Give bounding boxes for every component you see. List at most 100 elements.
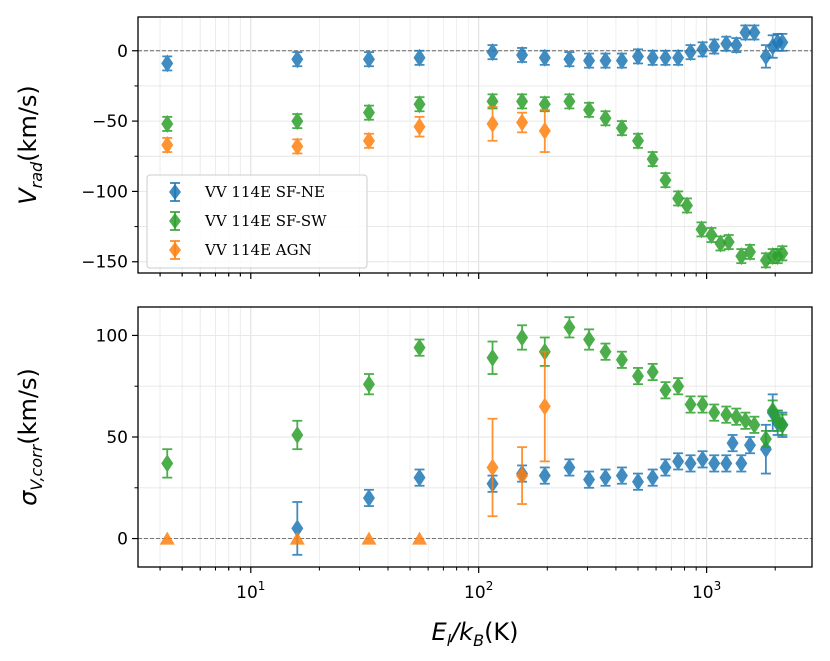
- bottom-point-sf-ne: [726, 434, 739, 453]
- diamond-marker: [486, 458, 499, 477]
- x-tick-exponent: 3: [714, 579, 722, 593]
- diamond-marker: [759, 430, 772, 449]
- bottom-point-sf-ne: [708, 454, 721, 473]
- diamond-marker: [720, 34, 733, 53]
- diamond-marker: [413, 117, 426, 136]
- diamond-marker: [516, 45, 529, 64]
- diamond-marker: [486, 43, 499, 62]
- diamond-marker: [776, 244, 789, 263]
- x-label-sub2: B: [473, 631, 484, 650]
- bottom-point-sf-ne: [646, 468, 659, 487]
- bottom-point-sf-ne: [362, 488, 375, 507]
- diamond-marker: [615, 350, 628, 369]
- diamond-marker: [743, 242, 756, 261]
- top-point-agn: [413, 115, 426, 138]
- bottom-point-sf-sw: [291, 419, 304, 451]
- bottom-upper-limit-agn: [361, 531, 377, 545]
- x-tick-exponent: 2: [486, 579, 494, 593]
- diamond-marker: [776, 415, 789, 434]
- top-point-sf-sw: [672, 189, 685, 208]
- diamond-marker: [599, 51, 612, 70]
- bottom-point-sf-ne: [672, 452, 685, 471]
- diamond-marker: [615, 51, 628, 70]
- legend-box: [146, 174, 368, 269]
- x-tick-base: 10: [692, 583, 714, 603]
- diamond-marker: [672, 377, 685, 396]
- bottom-point-sf-sw: [615, 350, 628, 369]
- bottom-point-sf-ne: [659, 458, 672, 477]
- diamond-marker: [730, 36, 743, 55]
- top-point-sf-sw: [516, 92, 529, 111]
- diamond-marker: [646, 48, 659, 67]
- top-point-sf-sw: [291, 112, 304, 131]
- bottom-point-sf-ne: [538, 466, 551, 485]
- top-point-sf-ne: [646, 48, 659, 67]
- diamond-marker: [696, 40, 709, 59]
- legend-entry-sf-sw: VV 114E SF-SW: [169, 211, 327, 231]
- bottom-point-sf-sw: [161, 448, 174, 479]
- top-point-sf-ne: [776, 32, 789, 52]
- diamond-marker: [486, 92, 499, 111]
- bottom-point-sf-ne: [413, 468, 426, 487]
- legend-entry-sf-ne: VV 114E SF-NE: [169, 182, 325, 202]
- diamond-marker: [563, 458, 576, 477]
- diamond-marker: [563, 50, 576, 69]
- diamond-marker: [563, 318, 576, 337]
- diamond-marker: [516, 328, 529, 347]
- diamond-marker: [705, 226, 718, 245]
- top-point-sf-sw: [659, 171, 672, 190]
- diamond-marker: [720, 454, 733, 473]
- bottom-point-sf-ne: [735, 454, 748, 473]
- bottom-upper-limit-agn: [412, 531, 428, 545]
- bottom-point-agn: [538, 350, 551, 463]
- triangle-marker: [159, 531, 175, 545]
- bottom-point-sf-ne: [684, 454, 697, 473]
- top-point-sf-ne: [659, 48, 672, 67]
- diamond-marker: [708, 454, 721, 473]
- diamond-marker: [486, 114, 499, 133]
- diamond-marker: [735, 454, 748, 473]
- diamond-marker: [730, 407, 743, 426]
- bottom-gridlines: [138, 307, 812, 567]
- top-point-sf-sw: [646, 150, 659, 169]
- diamond-marker: [615, 119, 628, 138]
- bottom-point-sf-sw: [632, 367, 645, 386]
- legend-diamond: [169, 184, 181, 200]
- x-tick-base: 10: [464, 583, 486, 603]
- top-point-sf-ne: [583, 51, 596, 70]
- diamond-marker: [759, 251, 772, 270]
- diamond-marker: [161, 54, 174, 73]
- top-panel: 0−50−100−150 Vrad(km/s) VV 114E SF-NE VV…: [14, 16, 813, 279]
- bottom-y-tick-label: 0: [117, 530, 128, 550]
- bottom-point-sf-sw: [759, 430, 772, 449]
- top-y-label-sub: rad: [27, 161, 46, 188]
- bottom-point-sf-ne: [615, 466, 628, 485]
- top-point-sf-sw: [413, 95, 426, 114]
- diamond-marker: [722, 233, 735, 252]
- diamond-marker: [672, 189, 685, 208]
- x-tick-base: 10: [236, 583, 258, 603]
- diamond-marker: [646, 150, 659, 169]
- x-tick-label: 103: [692, 579, 721, 603]
- top-point-sf-ne: [739, 23, 752, 42]
- top-y-axis-label: Vrad(km/s): [14, 85, 46, 205]
- bottom-point-sf-ne: [720, 454, 733, 473]
- diamond-marker: [516, 92, 529, 111]
- diamond-marker: [599, 342, 612, 361]
- diamond-marker: [161, 136, 174, 154]
- top-point-sf-ne: [538, 48, 551, 67]
- diamond-marker: [632, 367, 645, 386]
- diamond-marker: [632, 131, 645, 150]
- diamond-marker: [743, 436, 756, 455]
- x-label-mid: /k: [449, 618, 474, 646]
- diamond-marker: [362, 103, 375, 122]
- top-point-sf-sw: [362, 103, 375, 122]
- diamond-marker: [413, 468, 426, 487]
- diamond-marker: [684, 395, 697, 414]
- top-y-label-tail: (km/s): [14, 85, 42, 162]
- top-point-agn: [486, 106, 499, 142]
- diamond-marker: [563, 92, 576, 111]
- diamond-marker: [708, 37, 721, 56]
- bottom-point-sf-sw: [413, 338, 426, 357]
